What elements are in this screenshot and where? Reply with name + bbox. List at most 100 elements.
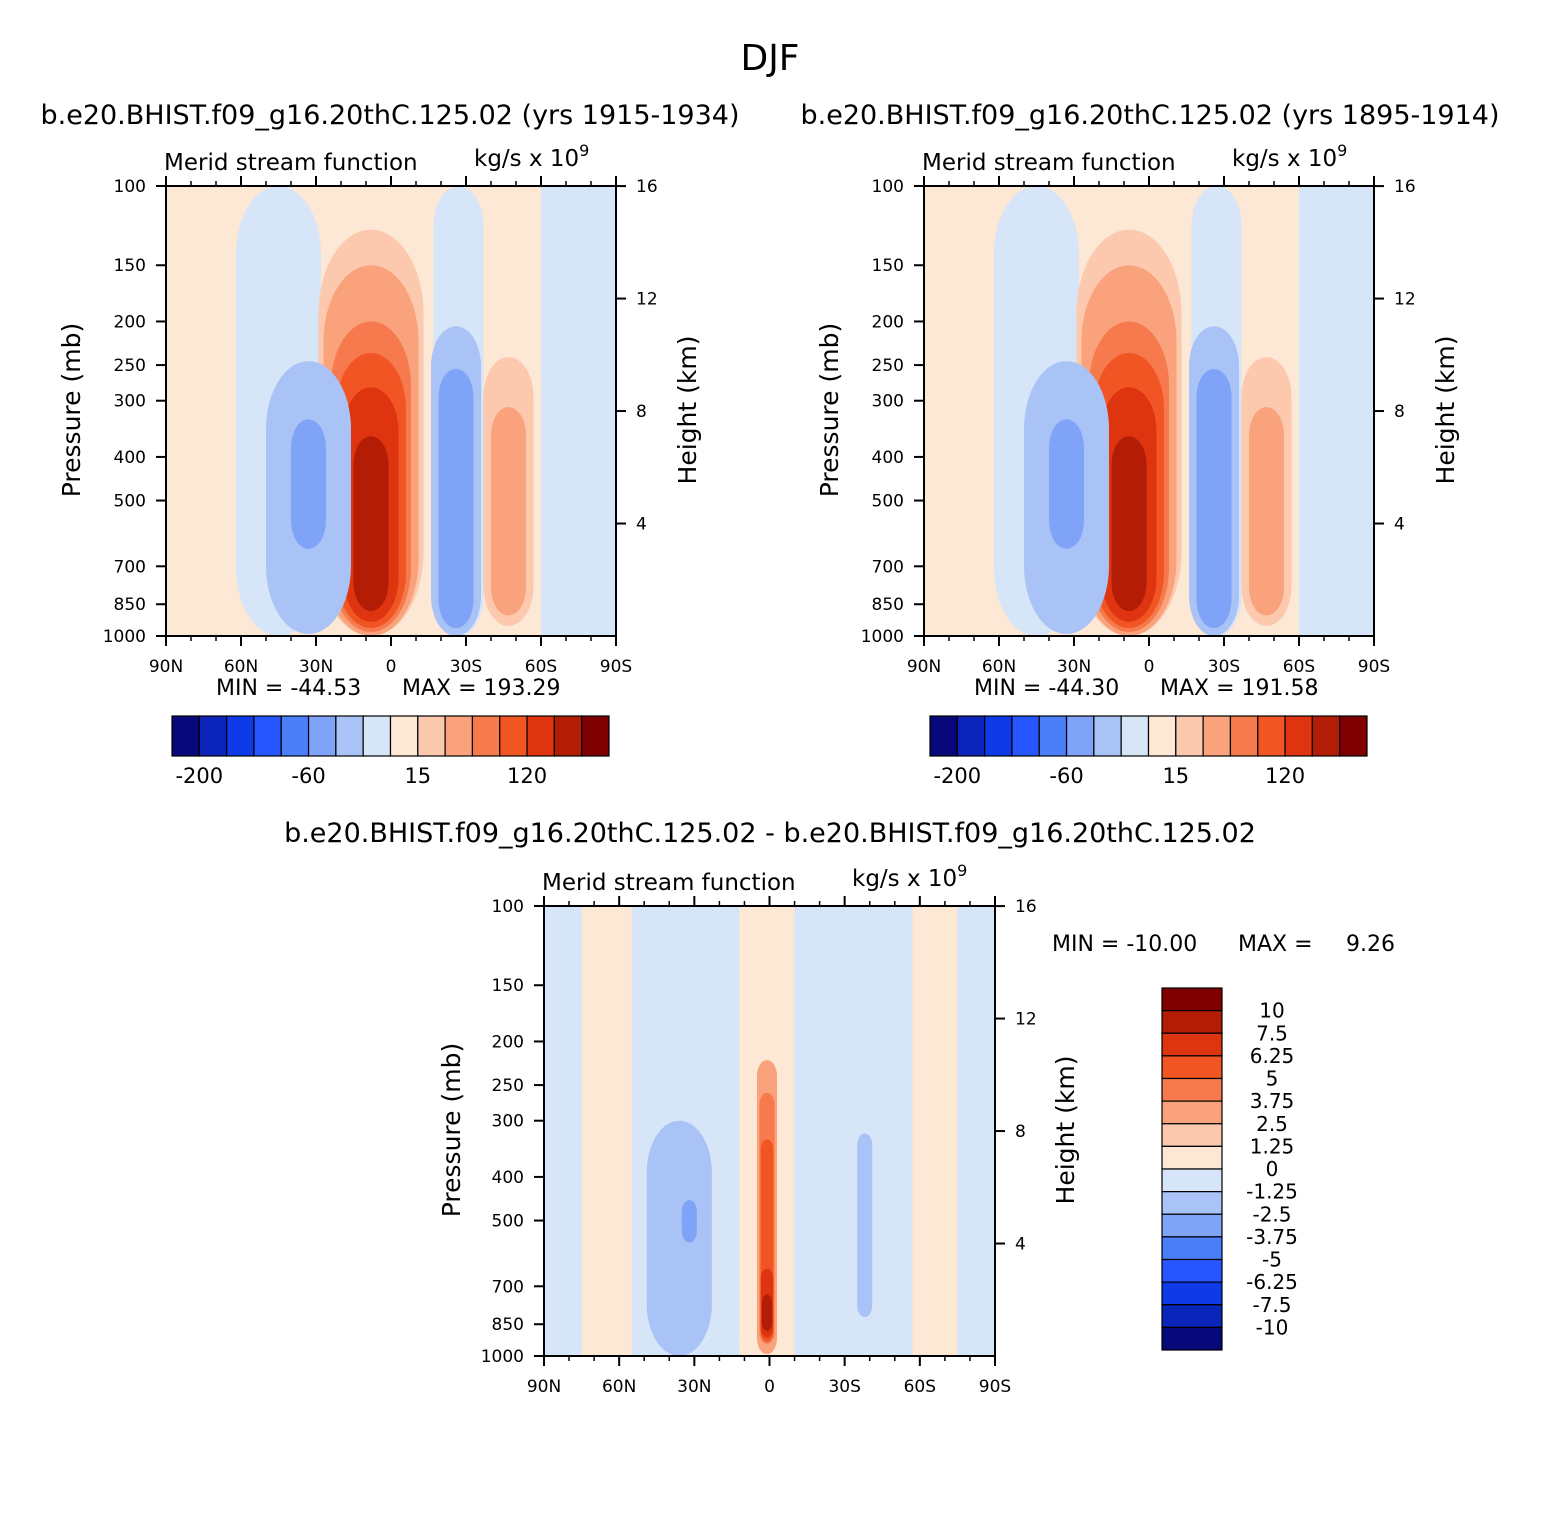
y-tick-label: 300	[872, 392, 904, 412]
colorbar-swatch	[1120, 715, 1150, 757]
colorbar-swatch	[1229, 715, 1259, 757]
colorbar-swatch	[1161, 1032, 1223, 1057]
colorbar-label: -6.25	[1246, 1270, 1298, 1294]
neg-band-south	[541, 186, 616, 636]
max-label: MAX = 193.29	[402, 676, 561, 701]
y-right-tick-label: 8	[1015, 1122, 1026, 1142]
colorbar-label: 15	[1162, 764, 1189, 788]
y-tick-label: 500	[872, 492, 904, 512]
y-right-tick-label: 16	[636, 177, 658, 197]
colorbar-swatch	[1257, 715, 1286, 757]
x-tick-label: 60S	[904, 1377, 936, 1397]
plot-area	[166, 186, 616, 637]
x-tick-label: 30S	[450, 657, 482, 677]
colorbar-swatch	[1202, 715, 1232, 757]
field-label: Merid stream function	[922, 150, 1176, 176]
x-tick-label: 90N	[527, 1377, 561, 1397]
x-tick-label: 60S	[525, 657, 557, 677]
x-tick-label: 0	[386, 657, 397, 677]
max-label: MAX =	[1238, 932, 1313, 957]
colorbar-swatch	[1161, 1304, 1223, 1328]
x-tick-label: 30N	[677, 1377, 711, 1397]
colorbar-swatch	[1161, 987, 1223, 1012]
colorbar-swatch	[226, 715, 255, 757]
panel-title: b.e20.BHIST.f09_g16.20thC.125.02 (yrs 19…	[40, 100, 739, 131]
max-label: MAX = 191.58	[1160, 676, 1319, 701]
colorbar-swatch	[1161, 1123, 1223, 1147]
y-tick-label: 500	[114, 492, 146, 512]
colorbar-swatch	[444, 715, 474, 757]
units-label: kg/s x 109	[474, 141, 589, 172]
figure-title: DJF	[740, 38, 799, 79]
x-tick-label: 90N	[149, 657, 183, 677]
y-right-tick-label: 16	[1394, 177, 1416, 197]
colorbar-swatch	[1161, 1145, 1223, 1170]
y-tick-label: 150	[114, 256, 146, 276]
colorbar-label: -200	[933, 764, 981, 788]
colorbar-swatch	[1161, 1281, 1223, 1306]
colorbar-swatch	[307, 715, 337, 757]
colorbar: 107.56.2553.752.51.250-1.25-2.5-3.75-5-6…	[1161, 987, 1298, 1351]
colorbar-label: 2.5	[1256, 1112, 1288, 1136]
y-tick-label: 700	[492, 1277, 524, 1297]
y-right-tick-label: 12	[1394, 290, 1416, 310]
y-axis-right-label: Height (km)	[673, 336, 702, 485]
y-tick-label: 250	[492, 1076, 524, 1096]
plot-area	[924, 186, 1374, 637]
y-right-tick-label: 12	[1015, 1010, 1037, 1030]
colorbar-label: 15	[404, 764, 431, 788]
colorbar-label: 3.75	[1250, 1089, 1295, 1113]
colorbar-swatch	[984, 715, 1013, 757]
panel-title: b.e20.BHIST.f09_g16.20thC.125.02 (yrs 18…	[800, 100, 1499, 131]
y-tick-label: 150	[492, 976, 524, 996]
colorbar-label: 120	[507, 764, 547, 788]
colorbar-swatch	[417, 715, 446, 757]
colorbar-label: 5	[1266, 1067, 1279, 1091]
colorbar-swatch	[1161, 1100, 1223, 1125]
colorbar-swatch	[1161, 1213, 1223, 1238]
x-tick-label: 60N	[602, 1377, 636, 1397]
x-tick-label: 0	[1144, 657, 1155, 677]
colorbar-swatch	[1339, 715, 1368, 757]
pos-contour	[761, 1294, 773, 1332]
colorbar-swatch	[581, 715, 610, 757]
y-tick-label: 1000	[103, 627, 146, 647]
y-axis-label: Pressure (mb)	[815, 323, 844, 497]
pos-band	[581, 906, 632, 1356]
y-tick-label: 400	[492, 1168, 524, 1188]
colorbar-label: 1.25	[1250, 1134, 1295, 1158]
neg-contour	[681, 1199, 697, 1243]
colorbar-swatch	[1161, 1055, 1223, 1080]
colorbar-label: 6.25	[1250, 1044, 1295, 1068]
colorbar-swatch	[1161, 1236, 1223, 1261]
colorbar: -200 -60 15 120	[171, 715, 610, 788]
y-tick-label: 400	[114, 448, 146, 468]
colorbar-swatch	[1284, 715, 1313, 757]
colorbar-swatch	[280, 715, 310, 757]
colorbar-swatch	[1147, 715, 1177, 757]
colorbar-swatch	[1161, 1010, 1223, 1034]
y-tick-label: 700	[872, 557, 904, 577]
x-tick-label: 30S	[828, 1377, 860, 1397]
y-right-tick-label: 8	[1394, 402, 1405, 422]
y-right-tick-label: 4	[1015, 1235, 1026, 1255]
y-tick-label: 200	[492, 1032, 524, 1052]
min-label: MIN = -44.30	[974, 676, 1119, 701]
y-tick-label: 100	[114, 177, 146, 197]
colorbar-swatch	[1161, 1191, 1223, 1215]
neg-contour	[1196, 368, 1232, 629]
y-tick-label: 250	[872, 356, 904, 376]
colorbar-swatch	[1093, 715, 1122, 757]
colorbar-label: -3.75	[1246, 1225, 1298, 1249]
pos-contour	[491, 407, 526, 616]
colorbar-swatch	[929, 715, 958, 757]
neg-band-south	[1299, 186, 1374, 636]
colorbar-swatch	[171, 715, 200, 757]
colorbar-label: -10	[1256, 1315, 1289, 1339]
colorbar-swatch	[1161, 1326, 1223, 1351]
y-tick-label: 850	[492, 1315, 524, 1335]
y-tick-label: 200	[114, 312, 146, 332]
panel-title: b.e20.BHIST.f09_g16.20thC.125.02 - b.e20…	[284, 818, 1256, 849]
colorbar-label: 10	[1259, 999, 1284, 1023]
